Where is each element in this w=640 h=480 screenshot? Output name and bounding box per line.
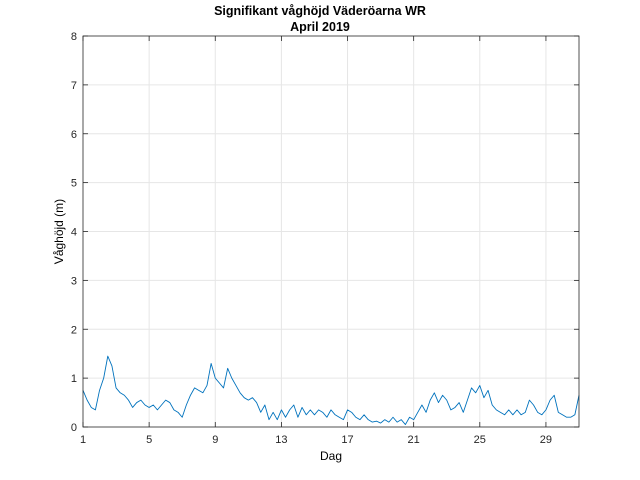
x-tick-label: 25 — [474, 434, 486, 446]
y-tick-label: 5 — [71, 178, 77, 190]
x-tick-label: 21 — [408, 434, 420, 446]
y-tick-label: 6 — [71, 129, 77, 141]
y-tick-label: 2 — [71, 324, 77, 336]
y-tick-label: 8 — [71, 31, 77, 43]
x-tick-label: 1 — [80, 434, 86, 446]
x-axis-label: Dag — [320, 449, 342, 463]
chart-subtitle: April 2019 — [290, 20, 350, 34]
y-tick-label: 3 — [71, 275, 77, 287]
y-tick-label: 7 — [71, 80, 77, 92]
x-tick-label: 29 — [540, 434, 552, 446]
x-tick-label: 13 — [275, 434, 287, 446]
x-tick-label: 9 — [212, 434, 218, 446]
y-tick-label: 1 — [71, 373, 77, 385]
y-axis-label: Våghöjd (m) — [52, 199, 66, 264]
series-line — [82, 355, 580, 426]
y-tick-label: 0 — [71, 422, 77, 434]
x-tick-label: 5 — [146, 434, 152, 446]
y-tick-label: 4 — [71, 227, 77, 239]
chart-title: Signifikant våghöjd Väderöarna WR — [214, 4, 426, 18]
x-tick-label: 17 — [341, 434, 353, 446]
chart-title-block: Signifikant våghöjd Väderöarna WR April … — [0, 3, 640, 35]
